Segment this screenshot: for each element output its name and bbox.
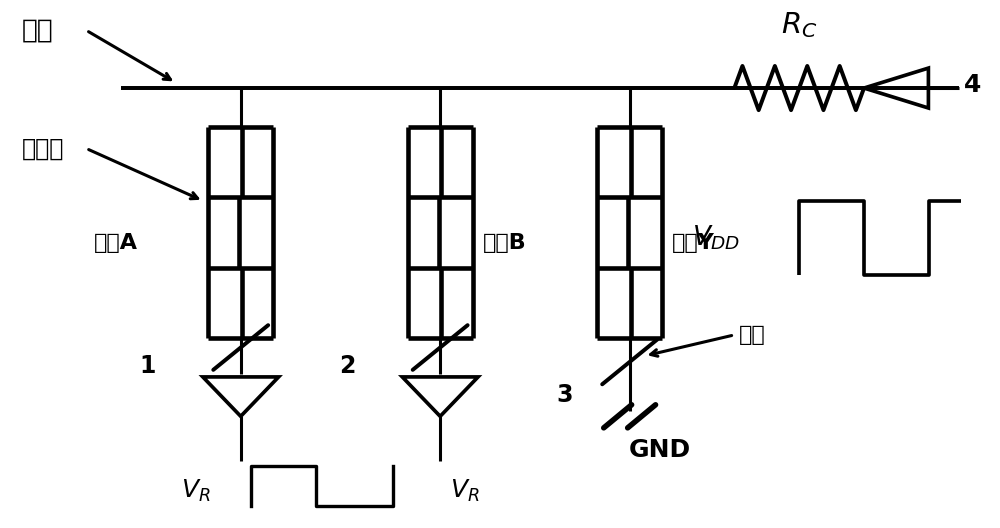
Text: 4: 4 <box>964 73 981 98</box>
Text: $R_C$: $R_C$ <box>781 10 817 40</box>
Text: $V_R$: $V_R$ <box>450 478 480 504</box>
Text: 1: 1 <box>140 354 156 379</box>
Text: 输入B: 输入B <box>483 233 526 253</box>
Text: 位线: 位线 <box>739 325 766 345</box>
Text: 输出Y: 输出Y <box>672 233 715 253</box>
Text: $V_R$: $V_R$ <box>181 478 211 504</box>
Text: $V_{DD}$: $V_{DD}$ <box>692 223 739 252</box>
Text: 忆阵器: 忆阵器 <box>21 136 64 161</box>
Text: 字线: 字线 <box>21 17 53 43</box>
Text: 3: 3 <box>557 383 573 407</box>
Text: 输入A: 输入A <box>94 233 138 253</box>
Text: 2: 2 <box>339 354 356 379</box>
Text: GND: GND <box>628 438 691 463</box>
